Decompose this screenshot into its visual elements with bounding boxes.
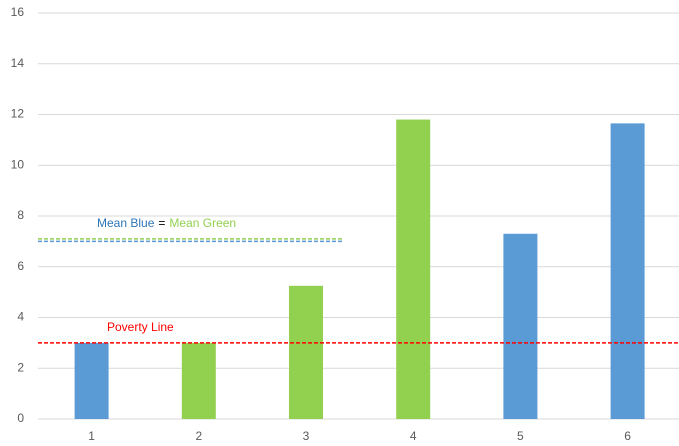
mean-label-part: = <box>158 216 165 230</box>
y-tick-label: 12 <box>11 107 25 121</box>
y-tick-label: 16 <box>11 5 25 19</box>
bar <box>396 119 431 419</box>
x-tick-label: 6 <box>624 429 631 443</box>
x-tick-label: 5 <box>517 429 524 443</box>
x-tick-label: 3 <box>303 429 310 443</box>
y-tick-label: 4 <box>17 310 24 324</box>
y-tick-label: 14 <box>11 56 25 70</box>
y-tick-label: 8 <box>17 208 24 222</box>
y-tick-label: 6 <box>17 259 24 273</box>
y-tick-label: 0 <box>17 411 24 425</box>
bar <box>610 123 645 419</box>
x-tick-label: 1 <box>88 429 95 443</box>
x-tick-label: 4 <box>410 429 417 443</box>
mean-label-part: Mean Green <box>169 216 236 230</box>
reference-label: Poverty Line <box>107 320 174 334</box>
x-tick-label: 2 <box>195 429 202 443</box>
bar <box>289 285 323 419</box>
bar <box>181 342 216 419</box>
bar <box>74 342 109 419</box>
mean-label: Mean Blue = Mean Green <box>97 216 236 230</box>
y-tick-label: 2 <box>17 360 24 374</box>
bar <box>503 233 538 419</box>
mean-label-part: Mean Blue <box>97 216 155 230</box>
y-tick-label: 10 <box>11 157 25 171</box>
